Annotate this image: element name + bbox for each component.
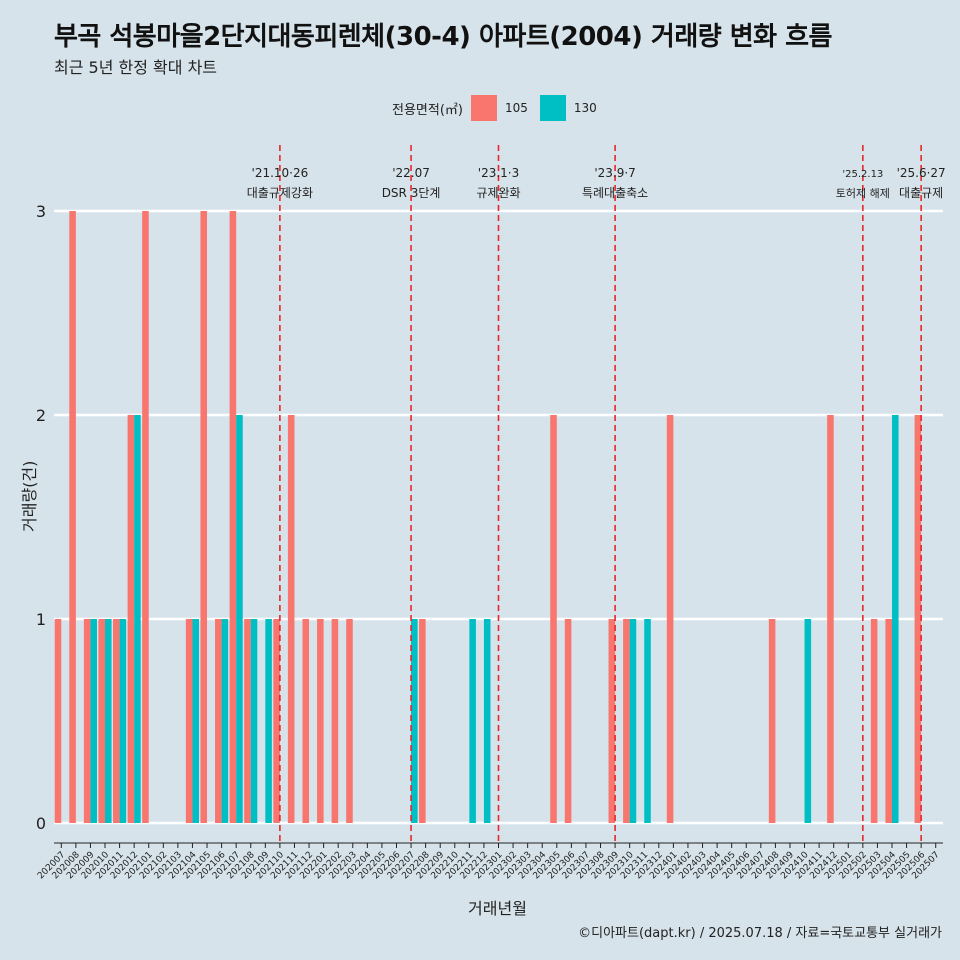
- bar-130-202108: [250, 619, 258, 823]
- bar-130-202012: [134, 415, 141, 823]
- chart-title: 부곡 석봉마을2단지대동피렌체(30-4) 아파트(2004) 거래량 변화 흐…: [54, 22, 832, 52]
- bar-105-202310: [623, 619, 630, 823]
- event-label-2: 규제완화: [476, 186, 520, 200]
- legend-title: 전용면적(㎡): [392, 102, 463, 118]
- bar-105-202208: [419, 619, 426, 823]
- bar-130-202211: [469, 619, 476, 823]
- event-label-0: 대출규제강화: [247, 186, 313, 200]
- bar-130-202311: [644, 619, 651, 823]
- bar-105-202112: [302, 619, 310, 823]
- bar-130-202010: [105, 619, 112, 823]
- bar-105-202506: [914, 415, 922, 823]
- bar-105-202010: [98, 619, 106, 823]
- bar-105-202504: [885, 619, 892, 823]
- legend-label-105: 105: [504, 101, 528, 115]
- bar-130-202310: [629, 619, 637, 823]
- event-date-5: '25.6·27: [897, 166, 946, 180]
- y-axis-title: 거래량(건): [20, 460, 39, 532]
- event-date-3: '23.9·7: [594, 166, 635, 180]
- event-label-1: DSR 3단계: [382, 186, 441, 200]
- event-date-4: '25.2.13: [842, 169, 883, 180]
- bar-105-202009: [83, 619, 91, 823]
- bar-105-202107: [229, 211, 237, 823]
- event-date-1: '22.07: [392, 166, 430, 180]
- event-label-5: 대출규제: [899, 186, 943, 200]
- x-axis-title: 거래년월: [468, 899, 527, 918]
- bar-130-202504: [891, 415, 899, 823]
- bar-105-202305: [550, 415, 557, 823]
- bar-130-202011: [119, 619, 127, 823]
- bar-105-202201: [317, 619, 324, 823]
- bar-105-202111: [287, 415, 295, 823]
- bar-105-202007: [54, 619, 62, 823]
- bar-105-202203: [346, 619, 353, 823]
- y-tick-label-0: 0: [36, 814, 46, 833]
- legend-swatch-130: [539, 95, 566, 121]
- bar-105-202202: [331, 619, 339, 823]
- bar-105-202012: [127, 415, 135, 823]
- bar-130-202207: [411, 619, 418, 823]
- bar-105-202108: [244, 619, 251, 823]
- event-date-0: '21.10·26: [252, 166, 309, 180]
- bar-130-202410: [804, 619, 812, 823]
- bar-105-202011: [113, 619, 120, 823]
- bar-130-202106: [221, 619, 229, 823]
- y-tick-label-2: 2: [36, 406, 46, 425]
- caption: ©디아파트(dapt.kr) / 2025.07.18 / 자료=국토교통부 실…: [578, 926, 942, 941]
- bar-105-202106: [215, 619, 222, 823]
- bar-105-202110: [273, 619, 280, 823]
- bar-130-202009: [90, 619, 97, 823]
- bar-105-202309: [608, 619, 616, 823]
- bar-105-202503: [870, 619, 878, 823]
- legend-swatch-105: [470, 95, 497, 121]
- bar-105-202408: [768, 619, 776, 823]
- event-date-2: '23.1·3: [478, 166, 519, 180]
- bar-130-202212: [483, 619, 491, 823]
- y-tick-label-3: 3: [36, 202, 46, 221]
- event-label-4: 토허제 해제: [836, 186, 890, 200]
- bar-105-202008: [69, 211, 76, 823]
- legend: 전용면적(㎡) 105 130: [392, 93, 609, 123]
- chart-subtitle: 최근 5년 한정 확대 차트: [54, 58, 218, 77]
- bar-130-202109: [265, 619, 272, 823]
- y-tick-label-1: 1: [36, 610, 46, 629]
- bar-105-202101: [142, 211, 149, 823]
- bar-105-202401: [666, 415, 674, 823]
- bar-105-202306: [564, 619, 572, 823]
- bar-105-202105: [200, 211, 208, 823]
- bar-105-202104: [185, 619, 193, 823]
- event-label-3: 특례대출축소: [582, 186, 648, 200]
- bar-130-202104: [192, 619, 200, 823]
- legend-label-130: 130: [573, 101, 597, 115]
- bar-105-202412: [827, 415, 834, 823]
- bar-130-202107: [236, 415, 243, 823]
